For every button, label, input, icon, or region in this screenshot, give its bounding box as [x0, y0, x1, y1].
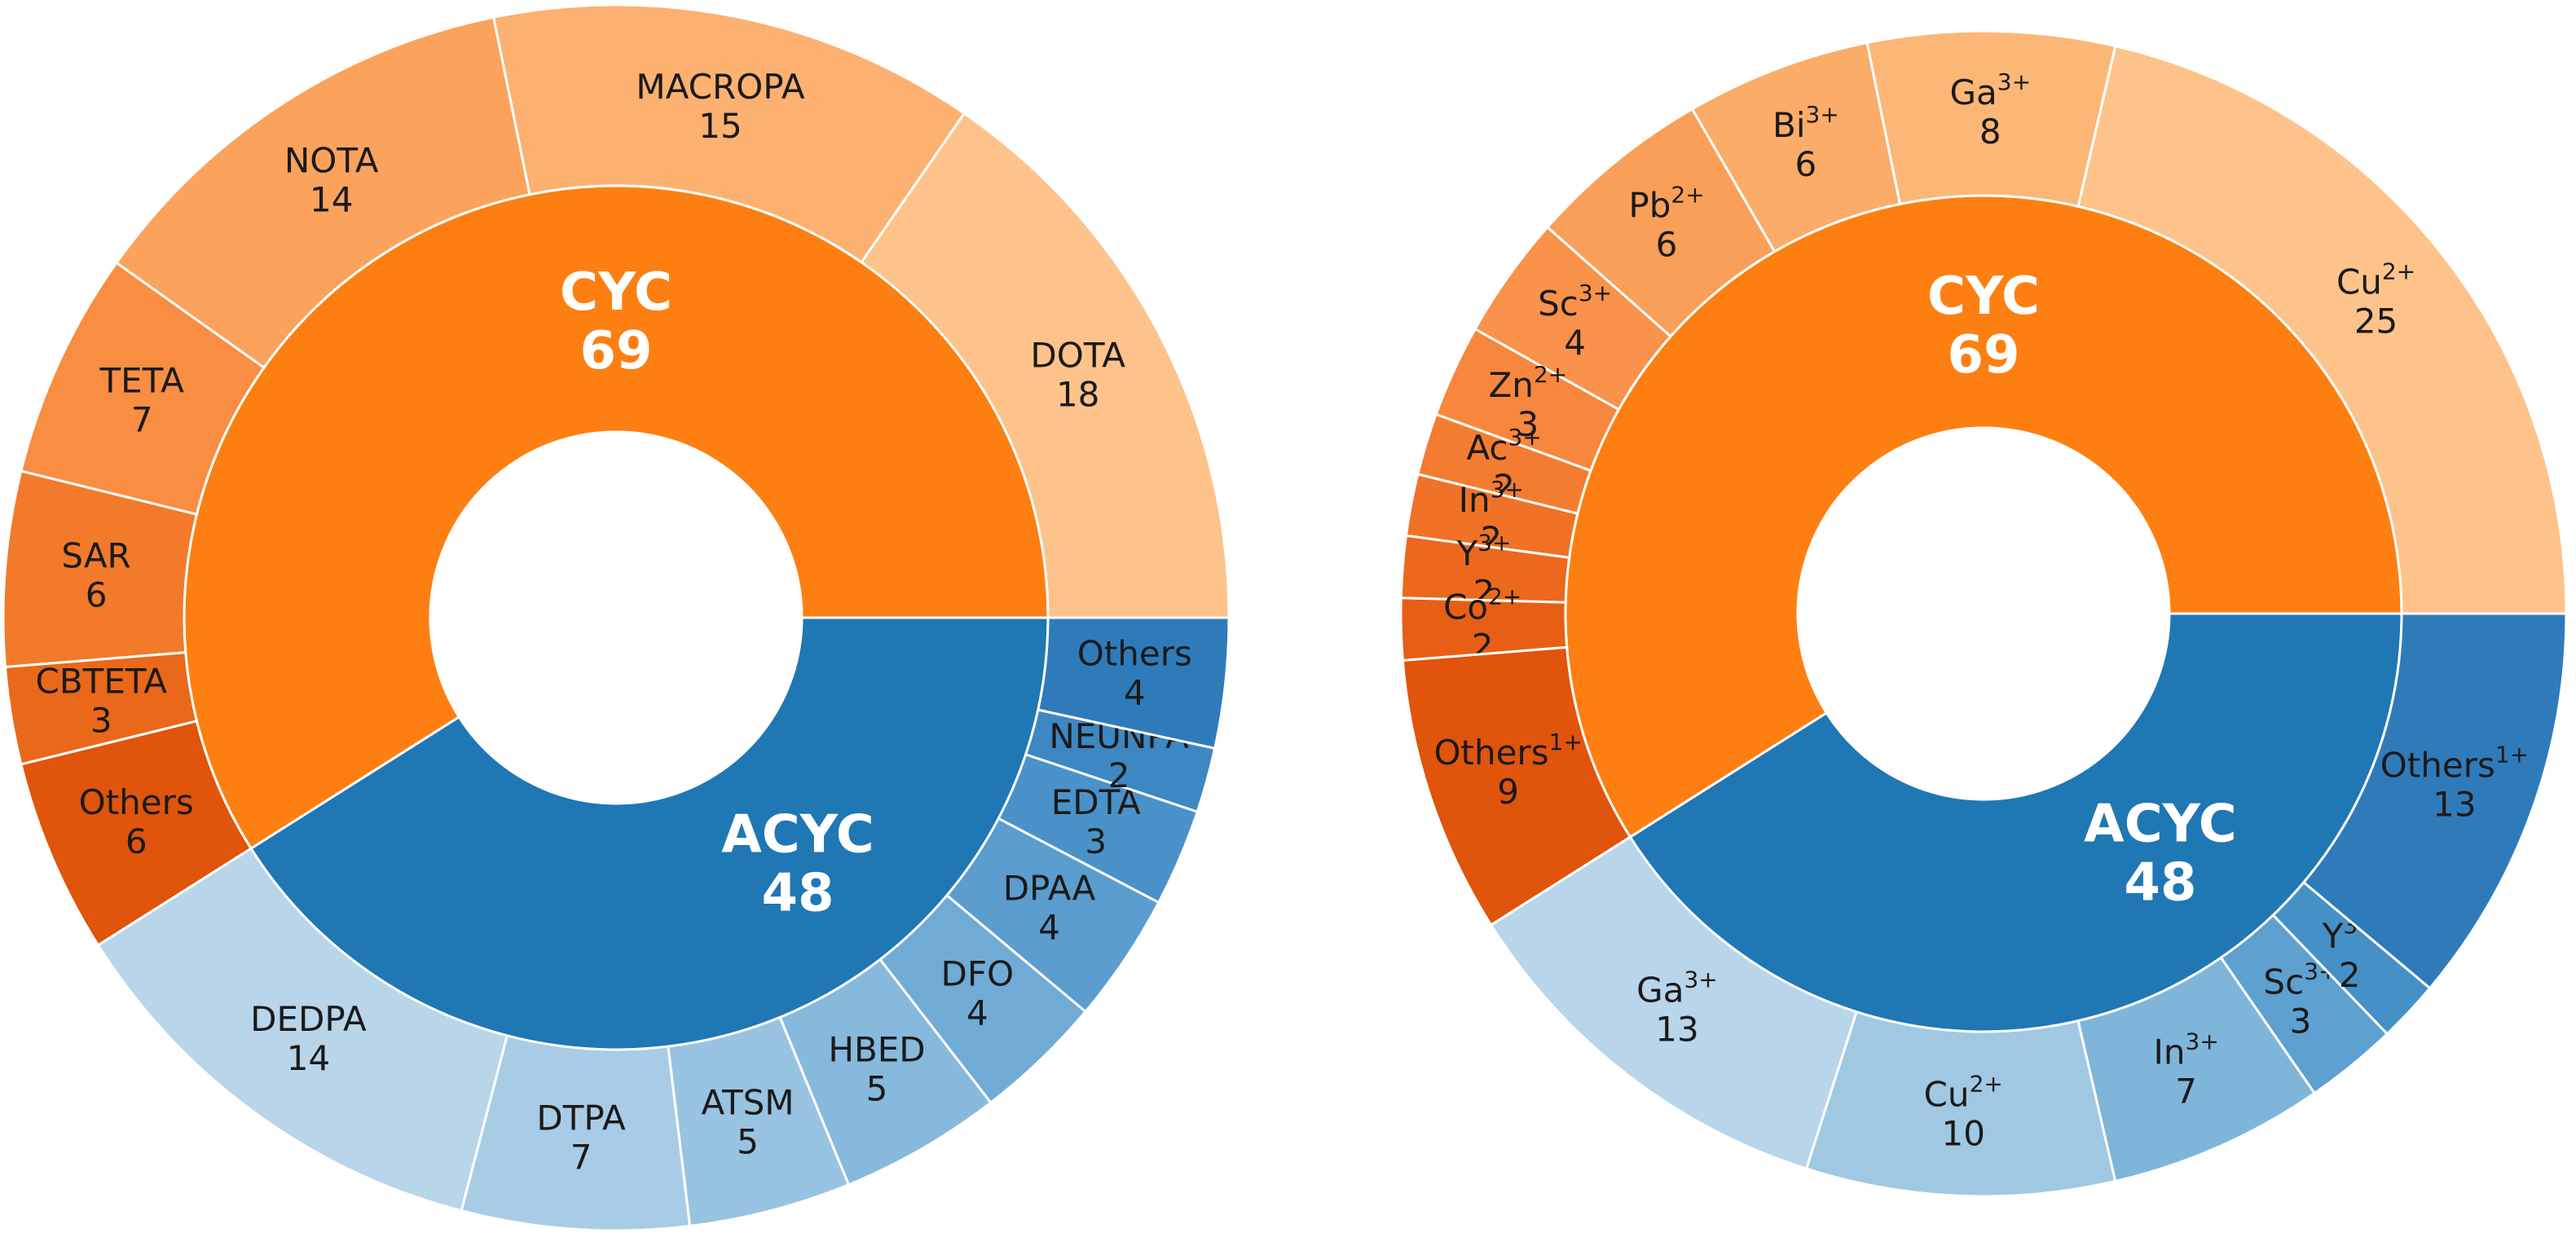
outer-value-acyc-atsm: 5: [737, 1121, 759, 1161]
ligand-sunburst-chart: DOTA18MACROPA15NOTA14TETA7SAR6CBTETA3Oth…: [2, 3, 1231, 1232]
inner-label-cyc: CYC: [560, 262, 672, 323]
outer-label-cyc-dota: DOTA: [1030, 336, 1125, 376]
outer-label-cyc-others: Others: [79, 782, 194, 822]
outer-label-cyc-cbteta: CBTETA: [36, 662, 168, 702]
outer-value-acyc-dtpa: 7: [570, 1138, 592, 1178]
center-hole: [431, 433, 801, 803]
outer-wedge-acyc-others: [2301, 612, 2568, 990]
outer-label-cyc-nota: NOTA: [284, 141, 379, 181]
inner-value-cyc: 69: [579, 321, 652, 381]
outer-value-acyc-cu: 10: [1942, 1114, 1985, 1154]
outer-value-acyc-hbed: 5: [866, 1068, 888, 1108]
outer-value-cyc-sc: 4: [1564, 323, 1586, 363]
outer-value-cyc-others: 9: [1497, 772, 1519, 812]
outer-value-acyc-ga: 13: [1655, 1010, 1698, 1050]
inner-value-acyc: 48: [2124, 852, 2196, 913]
outer-label-cyc-y: Y3+: [1456, 530, 1512, 574]
inner-label-acyc: ACYC: [2084, 794, 2237, 854]
outer-label-acyc-in: In3+: [2153, 1028, 2218, 1072]
outer-value-cyc-macropa: 15: [698, 106, 742, 146]
metal-ion-sunburst-chart: Cu2+25Ga3+8Bi3+6Pb2+6Sc3+4Zn2+3Ac3+2In3+…: [1399, 29, 2568, 1198]
outer-value-cyc-teta: 7: [131, 399, 153, 439]
outer-label-cyc-cu: Cu2+: [2336, 258, 2415, 302]
outer-label-cyc-zn: Zn2+: [1489, 361, 1568, 405]
outer-value-cyc-bi: 6: [1795, 144, 1817, 184]
outer-label-cyc-sar: SAR: [61, 536, 130, 576]
outer-value-acyc-sc: 3: [2290, 1001, 2312, 1041]
outer-label-cyc-macropa: MACROPA: [636, 67, 804, 107]
center-hole: [1799, 429, 2169, 799]
outer-value-cyc-pb: 6: [1656, 225, 1678, 265]
outer-value-cyc-cu: 25: [2354, 301, 2398, 341]
outer-label-acyc-ga: Ga3+: [1636, 966, 1718, 1010]
outer-value-cyc-nota: 14: [310, 180, 353, 220]
outer-value-acyc-dpaa: 4: [1038, 907, 1060, 947]
outer-label-cyc-sc: Sc3+: [1538, 280, 1612, 324]
outer-value-cyc-dota: 18: [1056, 375, 1099, 415]
outer-label-acyc-others: Others: [1077, 634, 1192, 674]
outer-label-cyc-teta: TETA: [99, 360, 184, 400]
inner-label-acyc: ACYC: [721, 804, 874, 865]
outer-label-acyc-dedpa: DEDPA: [250, 999, 367, 1039]
outer-value-cyc-others: 6: [125, 821, 148, 861]
outer-value-cyc-zn: 3: [1517, 404, 1539, 444]
outer-value-acyc-others: 13: [2433, 784, 2476, 824]
outer-value-acyc-edta: 3: [1085, 821, 1107, 861]
outer-value-acyc-neunpa: 2: [1108, 755, 1130, 795]
outer-value-cyc-cbteta: 3: [90, 701, 112, 741]
outer-wedge-cyc-dota: [859, 112, 1231, 619]
outer-label-acyc-dpaa: DPAA: [1003, 868, 1096, 908]
outer-label-acyc-cu: Cu2+: [1924, 1071, 2003, 1115]
outer-label-cyc-others: Others1+: [1433, 729, 1582, 773]
outer-wedge-cyc-cu: [2076, 44, 2568, 615]
outer-label-acyc-atsm: ATSM: [701, 1082, 794, 1122]
inner-value-cyc: 69: [1947, 325, 2019, 385]
outer-label-acyc-others: Others1+: [2380, 741, 2529, 785]
outer-label-cyc-ac: Ac3+: [1466, 424, 1541, 468]
outer-label-cyc-pb: Pb2+: [1628, 182, 1704, 226]
outer-value-acyc-dedpa: 14: [287, 1038, 330, 1078]
outer-value-acyc-y: 2: [2339, 955, 2361, 995]
inner-value-acyc: 48: [761, 863, 834, 923]
outer-wedge-acyc-others: [1037, 616, 1231, 751]
outer-label-cyc-ga: Ga3+: [1949, 68, 2031, 112]
outer-label-cyc-in: In3+: [1459, 476, 1524, 520]
outer-label-acyc-dtpa: DTPA: [536, 1099, 626, 1138]
outer-label-cyc-co: Co2+: [1443, 583, 1521, 627]
outer-value-acyc-dfo: 4: [967, 993, 989, 1033]
outer-value-acyc-others: 4: [1124, 673, 1146, 713]
outer-label-acyc-dfo: DFO: [941, 954, 1015, 994]
outer-value-cyc-sar: 6: [86, 575, 108, 615]
outer-label-acyc-hbed: HBED: [828, 1029, 925, 1069]
outer-value-cyc-ga: 8: [1979, 112, 2001, 152]
outer-value-acyc-in: 7: [2175, 1072, 2197, 1112]
inner-label-cyc: CYC: [1927, 266, 2040, 327]
outer-label-cyc-bi: Bi3+: [1772, 101, 1839, 145]
